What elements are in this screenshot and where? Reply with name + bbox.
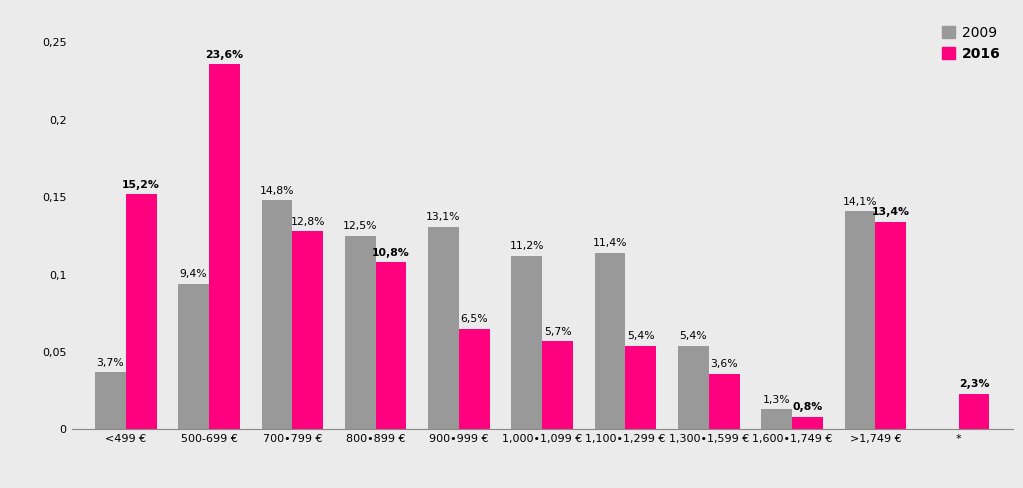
Bar [678,346,709,429]
Text: 6,5%: 6,5% [460,314,488,324]
Bar [876,222,906,429]
Legend: 2009, 2016: 2009, 2016 [941,26,1002,61]
Text: 1,3%: 1,3% [763,395,791,405]
Text: 5,4%: 5,4% [627,331,655,341]
Text: 3,6%: 3,6% [710,359,738,369]
Text: 12,5%: 12,5% [343,222,377,231]
Text: 13,1%: 13,1% [427,212,460,222]
Text: 11,4%: 11,4% [592,238,627,248]
Bar [95,372,126,429]
Text: 23,6%: 23,6% [206,49,243,60]
Text: 14,8%: 14,8% [260,186,295,196]
Text: 10,8%: 10,8% [372,247,410,258]
Bar [959,394,989,429]
Bar [709,374,740,429]
Bar [792,417,822,429]
Text: 15,2%: 15,2% [122,180,160,189]
Bar [761,409,792,429]
Text: 12,8%: 12,8% [291,217,325,227]
Bar [178,284,209,429]
Bar [625,346,657,429]
Text: 14,1%: 14,1% [843,197,877,206]
Text: 9,4%: 9,4% [180,269,208,279]
Bar [209,64,239,429]
Bar [345,236,375,429]
Text: 5,4%: 5,4% [679,331,707,341]
Bar [293,231,323,429]
Bar [375,262,406,429]
Text: 0,8%: 0,8% [793,403,822,412]
Text: 13,4%: 13,4% [872,207,909,217]
Text: 3,7%: 3,7% [96,358,124,367]
Bar [459,329,490,429]
Bar [262,201,293,429]
Text: 5,7%: 5,7% [544,326,572,337]
Bar [126,194,157,429]
Bar [594,253,625,429]
Bar [428,227,459,429]
Bar [512,256,542,429]
Bar [845,211,876,429]
Text: 2,3%: 2,3% [959,379,989,389]
Text: 11,2%: 11,2% [509,242,544,251]
Bar [542,341,573,429]
